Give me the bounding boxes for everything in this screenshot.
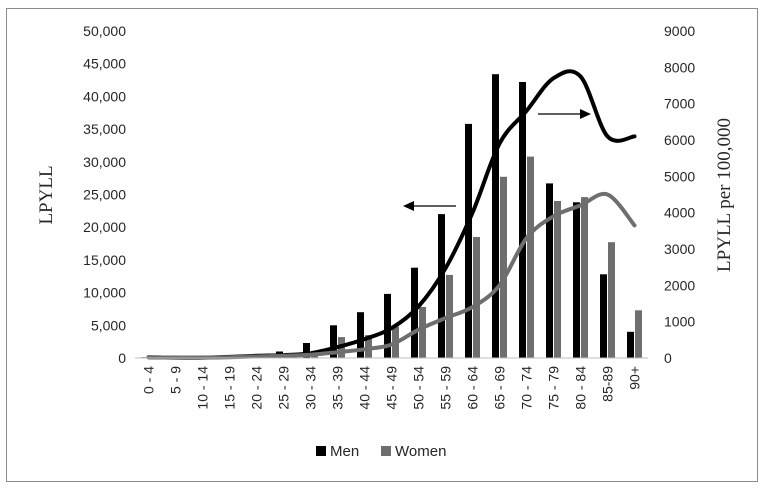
x-tick-label-11: 55 - 59 — [438, 366, 454, 410]
x-tick-label-3: 15 - 19 — [222, 366, 238, 410]
y-tick-label-3: 15,000 — [83, 252, 126, 268]
y-axis-title: LPYLL — [36, 165, 57, 224]
arrow-left-head — [403, 201, 414, 211]
y2-tick-label-8: 8000 — [664, 59, 695, 75]
axis-layer: 0 5,000 10,000 15,000 20,000 25,000 30,000 35,0… — [83, 23, 695, 410]
y2-tick-label-4: 4000 — [664, 205, 695, 221]
bar-men-12 — [465, 123, 472, 359]
y-tick-label-9: 45,000 — [83, 56, 126, 72]
bar-women-10 — [419, 307, 426, 358]
x-tick-label-2: 10 - 14 — [195, 366, 211, 410]
bar-women-15 — [554, 201, 561, 358]
bar-men-16 — [573, 202, 580, 358]
legend: Men Women — [316, 443, 446, 460]
y-tick-label-5: 25,000 — [83, 187, 126, 203]
bar-men-6 — [303, 343, 310, 358]
legend-label-men: Men — [330, 443, 359, 460]
x-tick-label-0: 0 - 4 — [141, 366, 157, 394]
bar-men-18 — [627, 331, 634, 358]
x-tick-label-16: 80 - 84 — [573, 366, 589, 410]
bar-women-16 — [581, 197, 588, 358]
y-tick-label-0: 0 — [118, 350, 126, 366]
legend-swatch-men — [316, 446, 326, 456]
bar-men-15 — [546, 183, 553, 358]
y2-tick-label-9: 9000 — [664, 23, 695, 39]
y-tick-label-4: 20,000 — [83, 219, 126, 235]
legend-label-women: Women — [395, 443, 446, 460]
x-tick-label-5: 25 - 29 — [276, 366, 292, 410]
y2-tick-label-2: 2000 — [664, 277, 695, 293]
arrow-right-head — [580, 109, 591, 119]
bar-men-9 — [384, 293, 391, 358]
bar-men-17 — [600, 274, 607, 358]
x-tick-label-12: 60 - 64 — [465, 366, 481, 410]
bar-men-7 — [330, 325, 337, 358]
y-tick-label-8: 40,000 — [83, 88, 126, 104]
x-tick-label-10: 50 - 54 — [411, 366, 427, 410]
y-tick-label-6: 30,000 — [83, 154, 126, 170]
x-tick-label-13: 65 - 69 — [492, 366, 508, 410]
y-tick-label-2: 10,000 — [83, 285, 126, 301]
bar-men-11 — [438, 214, 445, 358]
y-tick-label-10: 50,000 — [83, 23, 126, 39]
y2-axis-title: LPYLL per 100,000 — [714, 118, 735, 272]
bar-women-18 — [635, 310, 642, 358]
y-tick-label-1: 5,000 — [91, 317, 126, 333]
bar-women-17 — [608, 242, 615, 358]
y2-tick-label-6: 6000 — [664, 132, 695, 148]
x-tick-label-8: 40 - 44 — [357, 366, 373, 410]
lines-layer — [146, 69, 637, 360]
bar-men-13 — [492, 74, 499, 358]
annotation-layer — [403, 109, 591, 211]
y-tick-label-7: 35,000 — [83, 121, 126, 137]
bar-women-13 — [500, 176, 507, 358]
bars-layer — [141, 74, 642, 359]
x-tick-label-17: 85-89 — [600, 366, 616, 402]
y2-tick-label-3: 3000 — [664, 241, 695, 257]
bar-men-14 — [519, 82, 526, 358]
bar-men-8 — [357, 312, 364, 358]
bar-women-14 — [527, 156, 534, 358]
y2-tick-label-0: 0 — [664, 350, 672, 366]
x-tick-label-7: 35 - 39 — [330, 366, 346, 410]
x-tick-label-18: 90+ — [627, 366, 643, 390]
bar-women-12 — [473, 237, 480, 358]
bar-women-8 — [365, 335, 372, 358]
legend-swatch-women — [381, 446, 391, 456]
y2-tick-label-7: 7000 — [664, 96, 695, 112]
line-women — [146, 191, 637, 360]
chart-frame — [6, 8, 758, 482]
x-tick-label-15: 75 - 79 — [546, 366, 562, 410]
x-tick-label-6: 30 - 34 — [303, 366, 319, 410]
y2-tick-label-5: 5000 — [664, 168, 695, 184]
x-tick-label-1: 5 - 9 — [168, 366, 184, 394]
y2-tick-label-1: 1000 — [664, 314, 695, 330]
x-tick-label-9: 45 - 49 — [384, 366, 400, 410]
x-tick-label-14: 70 - 74 — [519, 366, 535, 410]
x-tick-label-4: 20 - 24 — [249, 366, 265, 410]
